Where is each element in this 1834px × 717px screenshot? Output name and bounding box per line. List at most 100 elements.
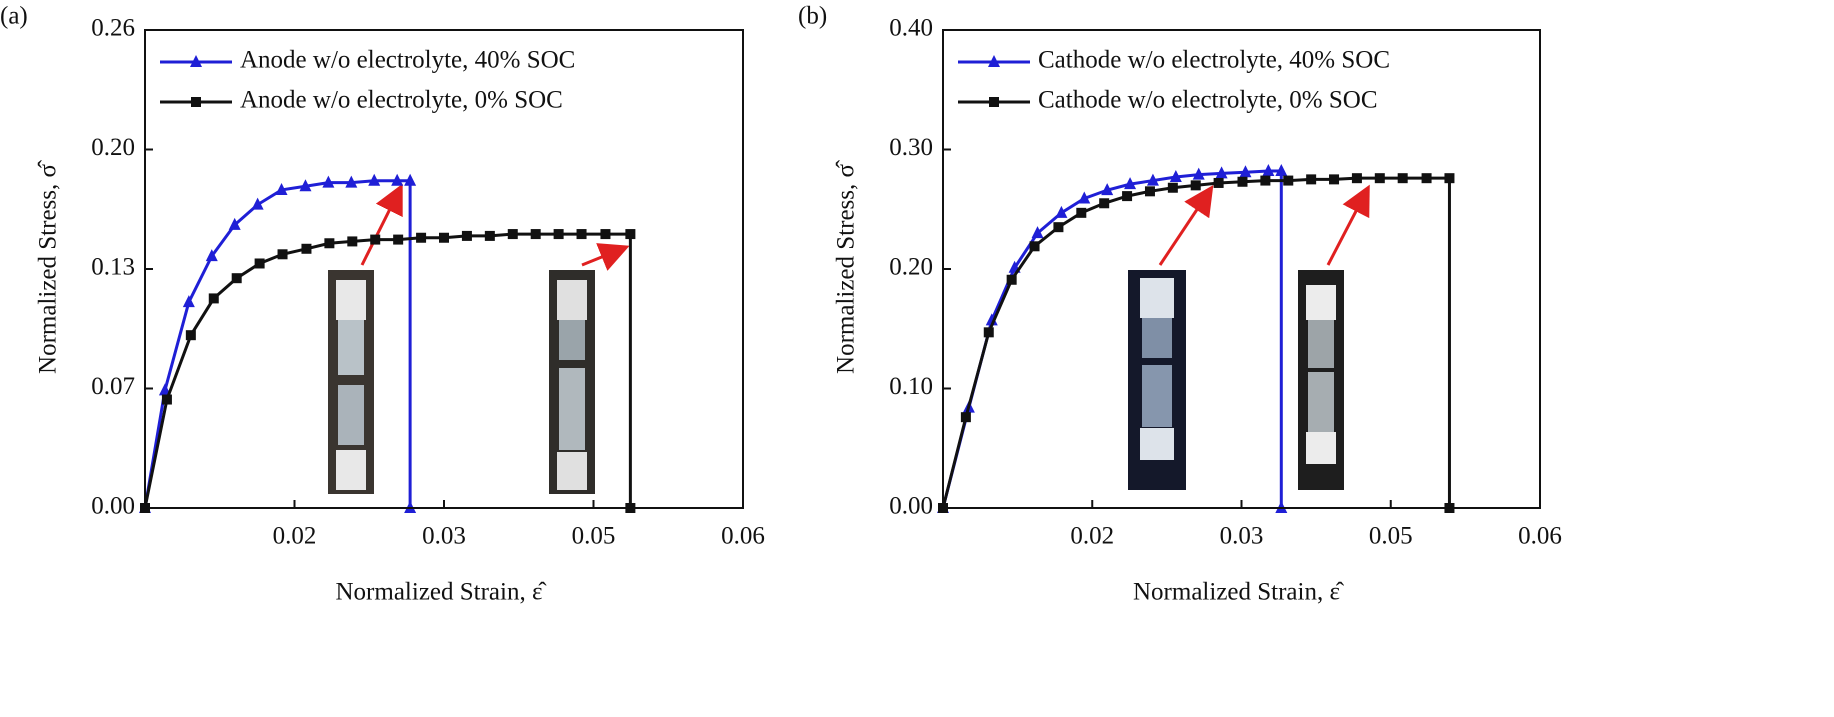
marker (484, 230, 495, 241)
marker (1421, 173, 1432, 184)
marker (1262, 164, 1275, 177)
legend-marker (988, 55, 1000, 67)
marker (1374, 173, 1385, 184)
marker (322, 175, 335, 188)
y-tick-label: 0.10 (889, 373, 933, 400)
series-line (143, 179, 412, 509)
x-tick-label: 0.02 (1070, 523, 1114, 550)
photo-part (1142, 318, 1172, 358)
marker (1260, 175, 1271, 186)
marker (1213, 177, 1224, 188)
marker (1283, 175, 1294, 186)
marker (1190, 180, 1201, 191)
photo-part (1306, 432, 1336, 464)
y-tick-label: 0.13 (91, 254, 135, 281)
inset-photos (328, 270, 1344, 494)
y-tick-label: 0.26 (91, 15, 135, 42)
marker (1275, 164, 1288, 177)
marker (1167, 182, 1178, 193)
legend-label: Anode w/o electrolyte, 40% SOC (240, 47, 575, 74)
marker (507, 229, 518, 240)
y-tick-label: 0.07 (91, 373, 135, 400)
marker (1076, 207, 1087, 218)
marker (231, 273, 242, 284)
marker (182, 295, 195, 308)
marker (1306, 174, 1317, 185)
x-tick-label: 0.05 (1369, 523, 1413, 550)
photo-part (1140, 278, 1174, 318)
series-line (941, 169, 1283, 509)
legend-marker (989, 97, 999, 107)
legend-marker (190, 55, 202, 67)
marker (1029, 241, 1040, 252)
marker (983, 327, 994, 338)
marker (228, 217, 241, 230)
marker (985, 313, 998, 326)
marker (1055, 205, 1068, 218)
marker (553, 229, 564, 240)
x-tick-label: 0.06 (1518, 523, 1562, 550)
x-tick-label: 0.03 (1220, 523, 1264, 550)
x-tick-label: 0.05 (572, 523, 616, 550)
photo-part (1140, 428, 1174, 460)
marker (1329, 174, 1340, 185)
marker (185, 330, 196, 341)
panel-label: (a) (0, 3, 28, 30)
marker (254, 258, 265, 269)
arrow (581, 243, 630, 271)
marker (1215, 166, 1228, 179)
marker (1351, 173, 1362, 184)
marker (368, 173, 381, 186)
marker (530, 229, 541, 240)
marker (393, 234, 404, 245)
y-tick-label: 0.00 (889, 493, 933, 520)
marker (1397, 173, 1408, 184)
photo-part (338, 320, 364, 375)
marker (161, 394, 172, 405)
marker (208, 293, 219, 304)
marker (1239, 165, 1252, 178)
y-tick-label: 0.00 (91, 493, 135, 520)
marker (275, 182, 288, 195)
marker (370, 234, 381, 245)
marker (1144, 186, 1155, 197)
marker (205, 249, 218, 262)
marker (1122, 191, 1133, 202)
marker (600, 229, 611, 240)
marker (1031, 226, 1044, 239)
photo-part (1308, 320, 1334, 368)
photo-part (557, 280, 587, 320)
plot-frame (144, 29, 744, 509)
photo-part (1306, 285, 1336, 320)
marker (1006, 274, 1017, 285)
marker (1444, 173, 1455, 184)
photo-part (336, 280, 366, 320)
marker (299, 179, 312, 192)
marker (277, 249, 288, 260)
photo-part (336, 450, 366, 490)
arrow (1326, 184, 1370, 266)
legend-label: Anode w/o electrolyte, 0% SOC (240, 87, 563, 114)
y-tick-label: 0.40 (889, 15, 933, 42)
legend-label: Cathode w/o electrolyte, 40% SOC (1038, 47, 1390, 74)
legend-label: Cathode w/o electrolyte, 0% SOC (1038, 87, 1378, 114)
marker (1101, 183, 1114, 196)
legend-marker (191, 97, 201, 107)
marker (347, 236, 358, 247)
marker (1192, 167, 1205, 180)
x-tick-label: 0.06 (721, 523, 765, 550)
photo-part (338, 385, 364, 445)
marker (251, 197, 264, 210)
marker (960, 412, 971, 423)
marker (461, 230, 472, 241)
y-axis-label: Normalized Stress, σ̂ (35, 160, 62, 374)
marker (1078, 191, 1091, 204)
marker (1169, 169, 1182, 182)
photo-part (559, 368, 585, 450)
marker (1053, 222, 1064, 233)
x-tick-label: 0.03 (422, 523, 466, 550)
x-axis-label: Normalized Strain, ε̂ (1133, 579, 1344, 606)
marker (345, 175, 358, 188)
marker (1124, 177, 1137, 190)
series-line (941, 176, 1451, 509)
